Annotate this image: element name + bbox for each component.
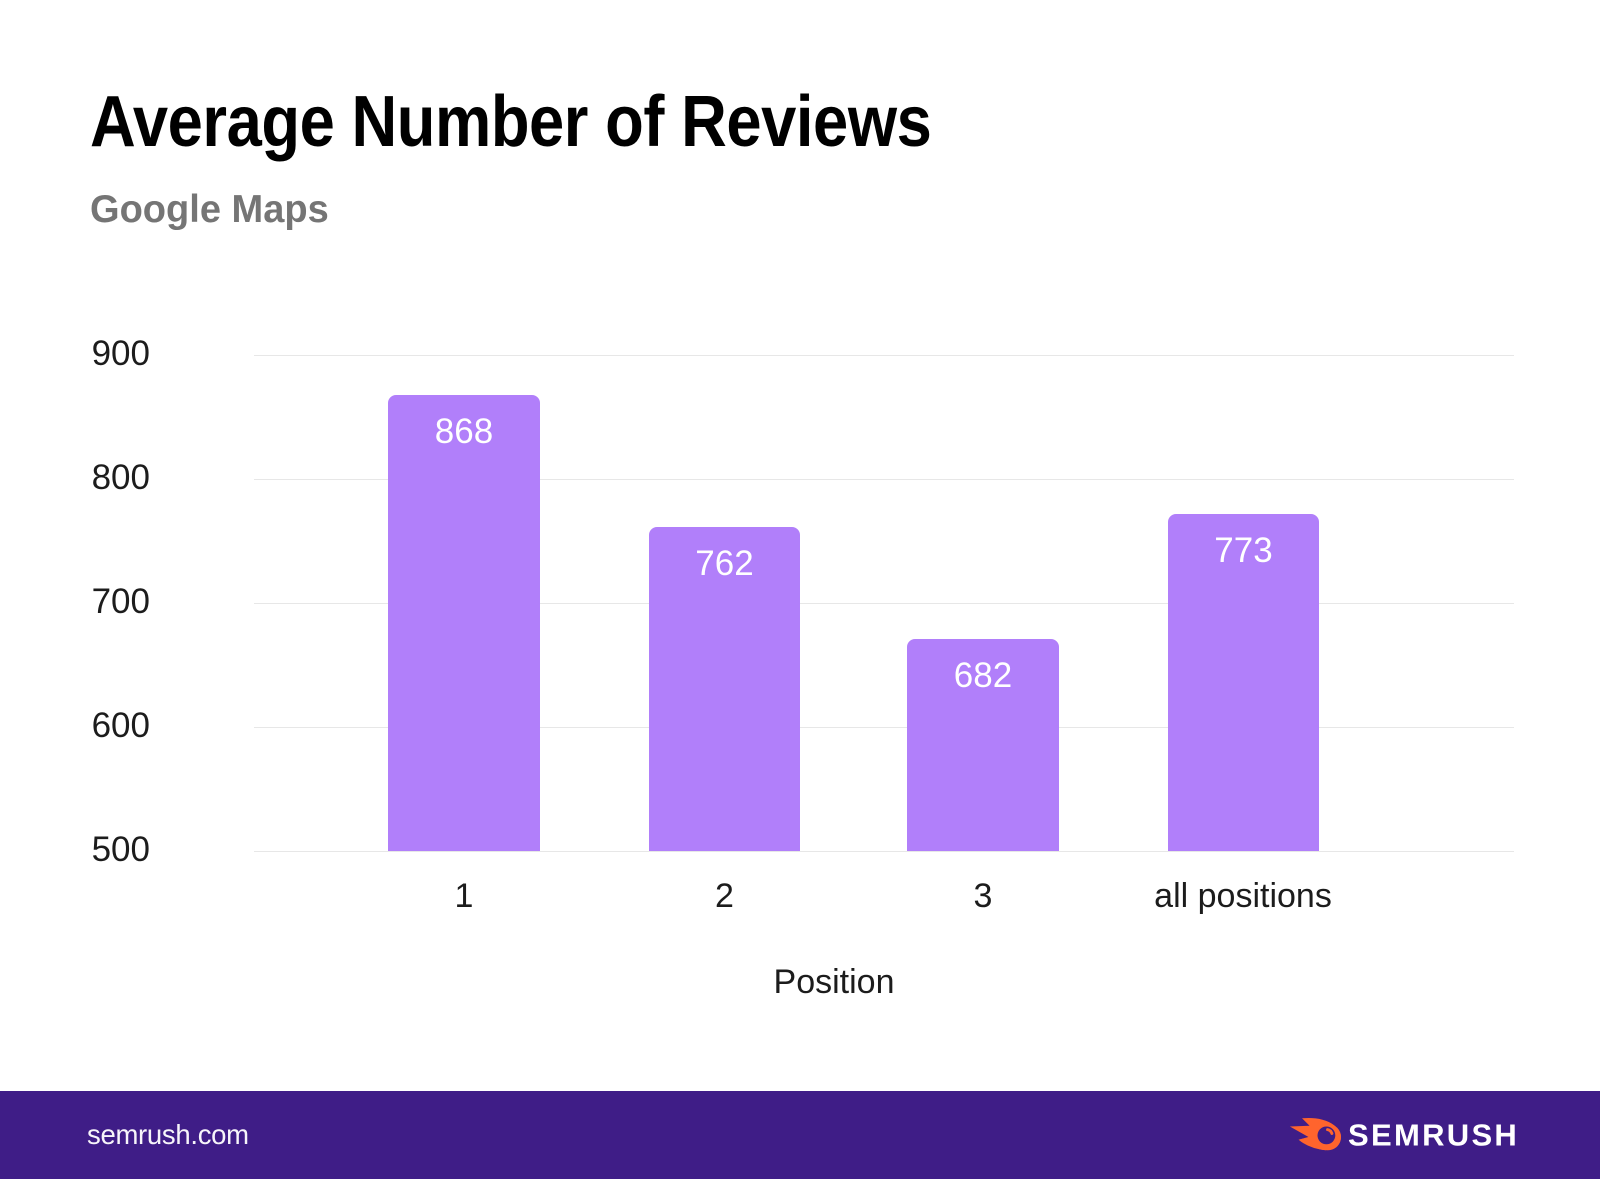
svg-text:SEMRUSH: SEMRUSH bbox=[1348, 1118, 1518, 1153]
